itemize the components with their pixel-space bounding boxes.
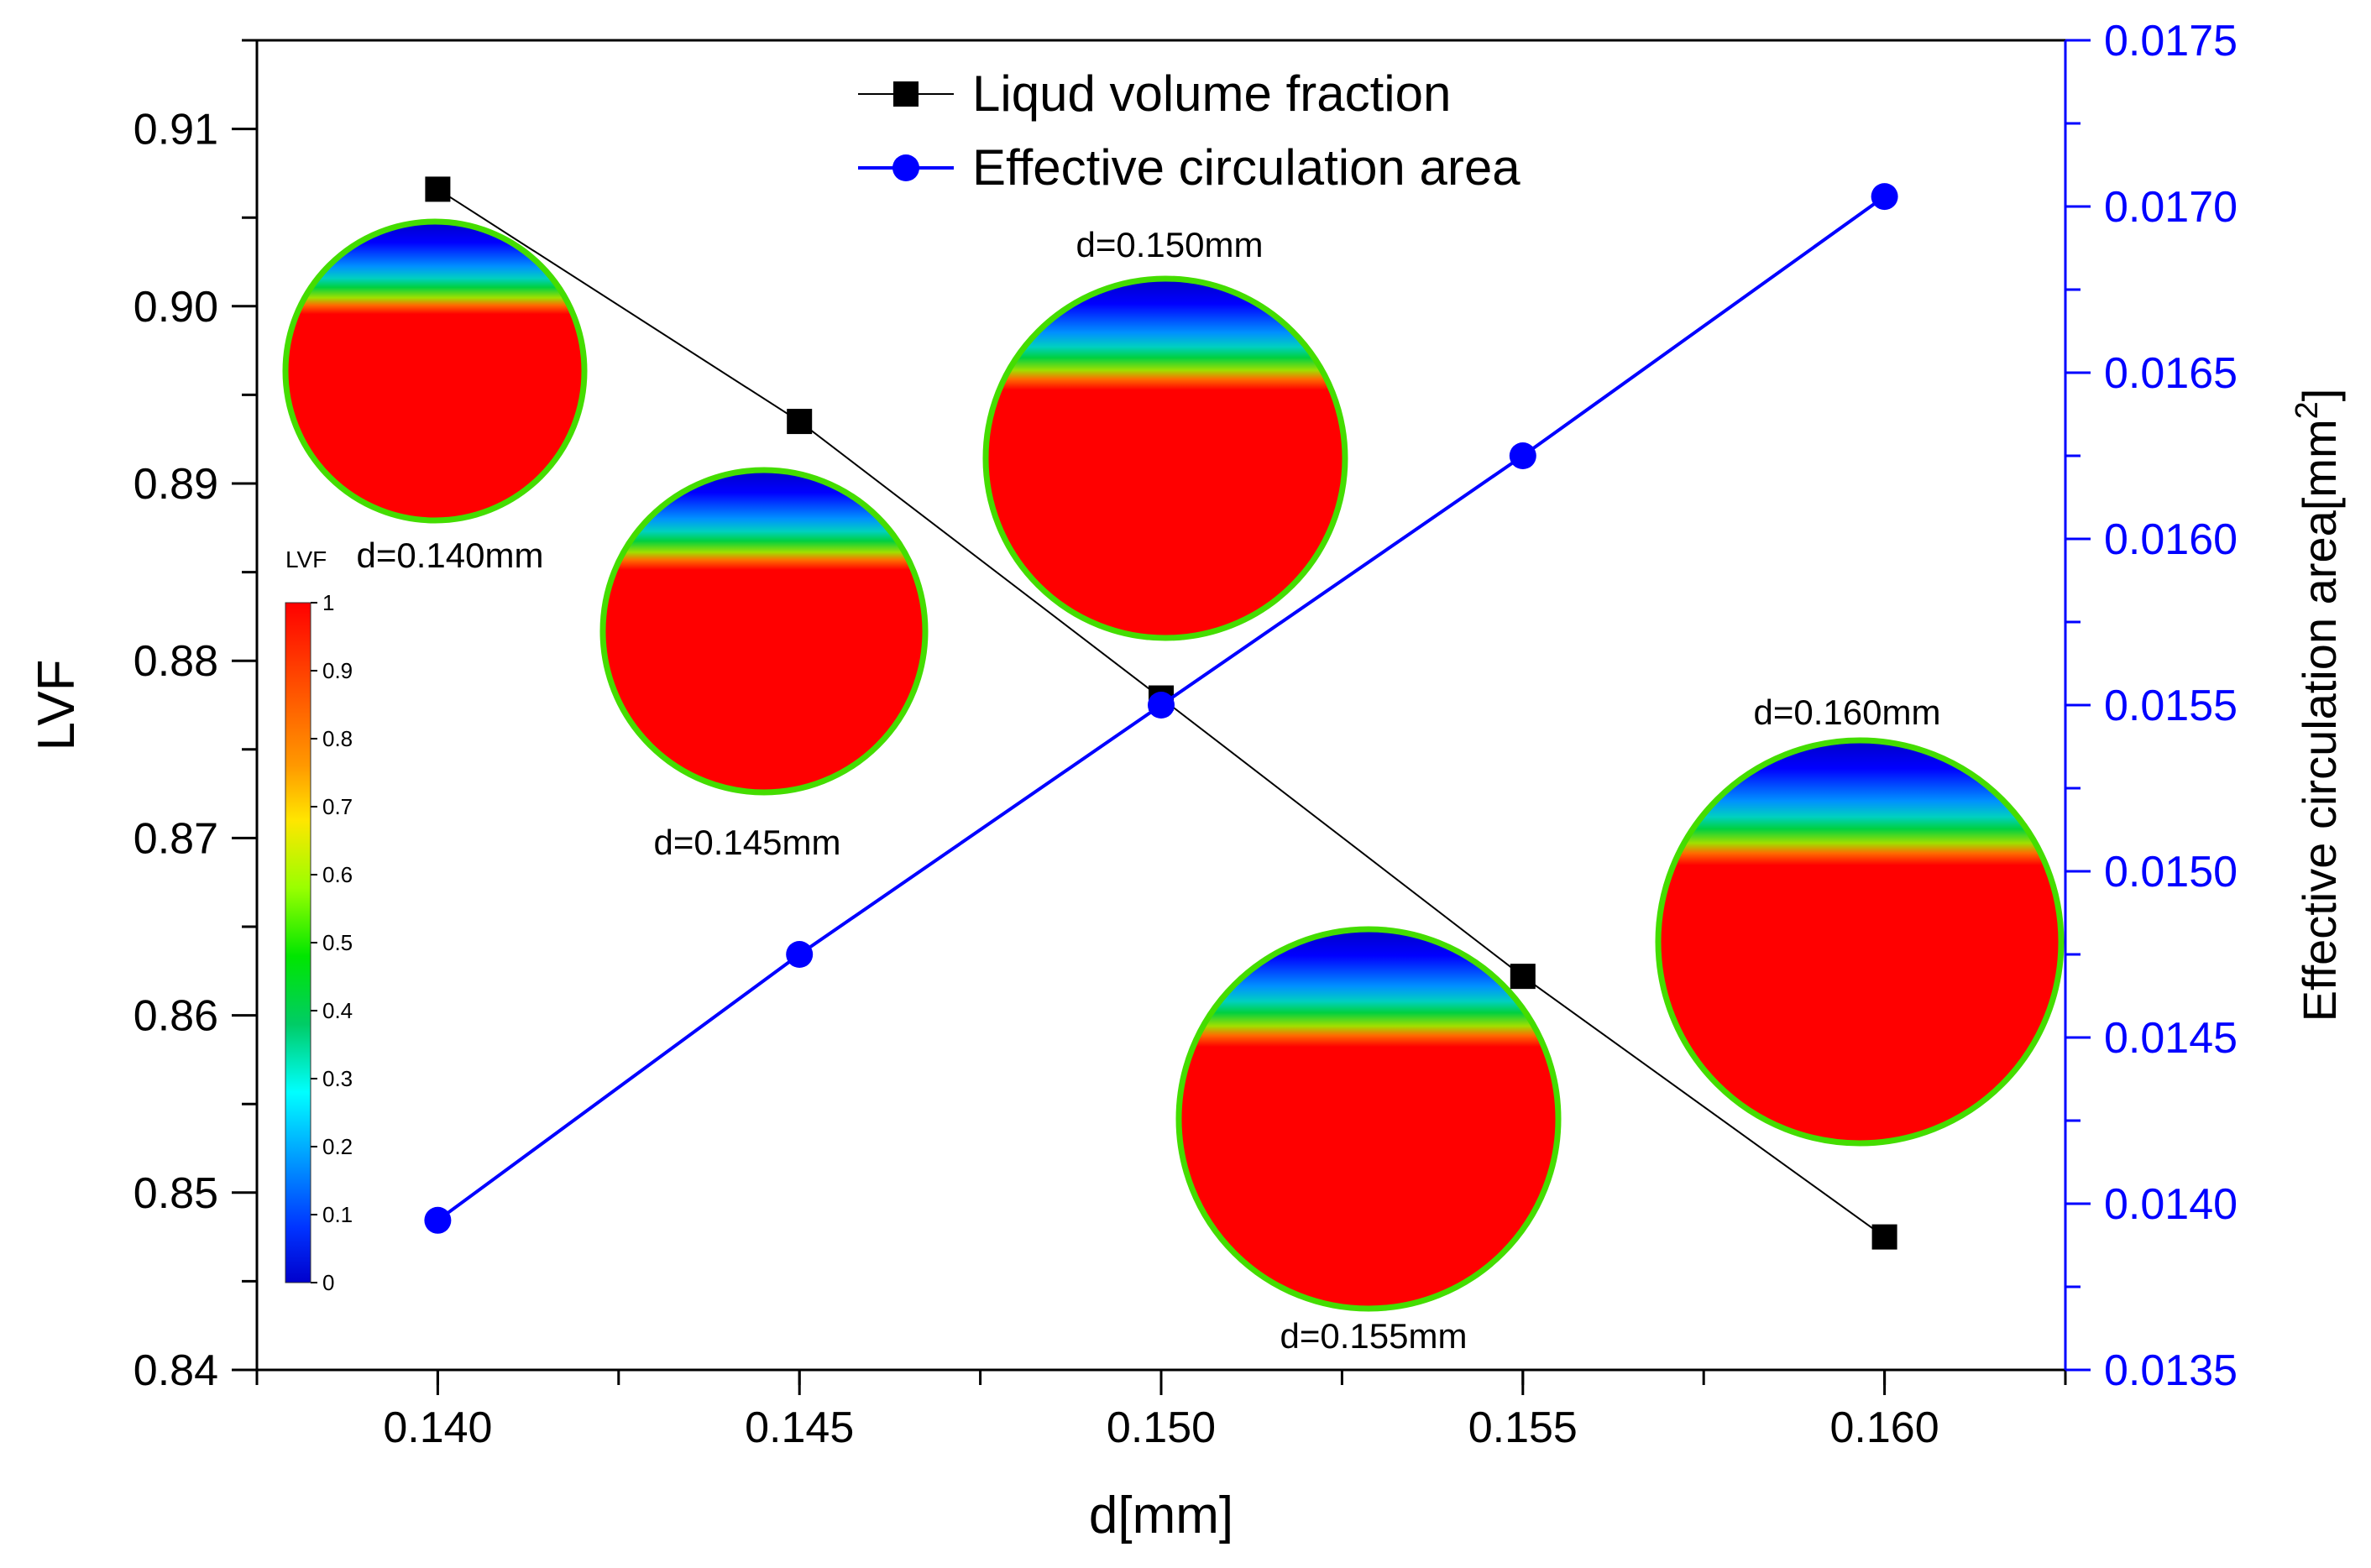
data-point	[786, 941, 814, 968]
colorbar-tick-label: 0.1	[322, 1202, 353, 1227]
colorbar-title: LVF	[285, 546, 327, 572]
inset-images: d=0.140mm d=0.145mm d=0.150mm d=0.155mm d=0.…	[282, 218, 2065, 1356]
y-axis-left-label: LVF	[28, 659, 86, 750]
legend-entry-2: Effective circulation area	[858, 139, 1520, 196]
y-left-tick-label: 0.89	[133, 460, 218, 509]
inset-label: d=0.160mm	[1754, 693, 1941, 732]
y-axis-right-label: Effective circulation area[mm2]	[2290, 389, 2346, 1022]
inset-cross-section	[282, 218, 588, 524]
series-2	[424, 183, 1898, 1234]
colorbar-tick-label: 0.8	[322, 726, 353, 751]
y-left-tick-label: 0.86	[133, 992, 218, 1041]
colorbar-tick-label: 0.3	[322, 1066, 353, 1091]
legend-label: Effective circulation area	[972, 139, 1520, 196]
legend-marker	[893, 81, 919, 107]
inset-cross-section	[982, 275, 1348, 641]
x-tick-label: 0.145	[745, 1403, 854, 1452]
x-axis: 0.140 0.145 0.150 0.155 0.160	[255, 1370, 2067, 1452]
colorbar-tick-label: 0.5	[322, 930, 353, 955]
y-left-tick-label: 0.87	[133, 814, 218, 863]
inset-cross-section	[1655, 737, 2065, 1147]
y-axis-right: 0.0135 0.0140 0.0145 0.0150 0.0155 0.0160 0.01…	[2064, 17, 2238, 1395]
colorbar-scale	[285, 602, 311, 1283]
y-left-tick-label: 0.88	[133, 637, 218, 686]
colorbar-tick-label: 0.6	[322, 862, 353, 887]
y-right-tick-label: 0.0135	[2104, 1346, 2238, 1395]
x-tick-label: 0.140	[383, 1403, 492, 1452]
colorbar-tick-label: 0.2	[322, 1134, 353, 1159]
x-axis-label: d[mm]	[1089, 1487, 1233, 1544]
y-right-tick-label: 0.0175	[2104, 17, 2238, 65]
x-tick-label: 0.150	[1107, 1403, 1216, 1452]
legend: Liqud volume fraction Effective circulati…	[858, 65, 1520, 196]
data-point	[424, 1206, 452, 1234]
y-right-tick-label: 0.0145	[2104, 1014, 2238, 1063]
inset-cross-section	[1175, 926, 1562, 1312]
y-right-label-superscript: 2	[2290, 401, 2325, 419]
inset-label: d=0.155mm	[1280, 1316, 1468, 1356]
series-layer	[424, 176, 1898, 1250]
y-left-tick-label: 0.85	[133, 1169, 218, 1218]
colorbar-tick-label: 0	[322, 1270, 334, 1295]
y-left-tick-label: 0.90	[133, 283, 218, 332]
data-point	[1871, 183, 1898, 211]
y-right-label-close: ]	[2293, 389, 2346, 402]
legend-entry-1: Liqud volume fraction	[858, 65, 1451, 122]
data-point	[425, 176, 451, 202]
colorbar-tick-label: 0.7	[322, 794, 353, 819]
inset-4: d=0.155mm	[1175, 926, 1562, 1356]
inset-label: d=0.140mm	[357, 536, 544, 575]
data-point	[1510, 964, 1536, 990]
legend-marker	[892, 154, 919, 181]
y-right-tick-label: 0.0150	[2104, 848, 2238, 896]
data-point	[1509, 442, 1536, 469]
colorbar: LVF 1 0.9 0.8 0.7 0.6 0.5 0.4 0.3 0.2 0.1 0	[285, 546, 353, 1295]
y-left-tick-label: 0.84	[133, 1346, 218, 1395]
y-left-tick-label: 0.91	[133, 106, 218, 154]
inset-cross-section	[599, 467, 929, 796]
y-right-tick-label: 0.0155	[2104, 682, 2238, 730]
y-right-tick-label: 0.0140	[2104, 1180, 2238, 1229]
legend-label: Liqud volume fraction	[972, 65, 1451, 122]
data-point	[1148, 692, 1175, 719]
y-right-tick-label: 0.0170	[2104, 183, 2238, 232]
colorbar-tick-label: 1	[322, 590, 334, 615]
inset-5: d=0.160mm	[1655, 693, 2065, 1147]
inset-1: d=0.140mm	[282, 218, 588, 575]
x-tick-label: 0.155	[1468, 1403, 1578, 1452]
y-axis-left: 0.84 0.85 0.86 0.87 0.88 0.89 0.90 0.91	[133, 39, 257, 1395]
data-point	[787, 409, 813, 435]
y-right-label-text: Effective circulation area[mm	[2293, 419, 2346, 1022]
inset-label: d=0.145mm	[654, 823, 841, 862]
inset-label: d=0.150mm	[1076, 225, 1264, 264]
inset-3: d=0.150mm	[982, 225, 1348, 641]
colorbar-tick-label: 0.9	[322, 658, 353, 683]
x-tick-label: 0.160	[1830, 1403, 1939, 1452]
inset-2: d=0.145mm	[599, 467, 929, 862]
y-right-tick-label: 0.0165	[2104, 349, 2238, 398]
colorbar-tick-label: 0.4	[322, 998, 353, 1023]
data-point	[1871, 1224, 1897, 1250]
y-right-tick-label: 0.0160	[2104, 515, 2238, 564]
